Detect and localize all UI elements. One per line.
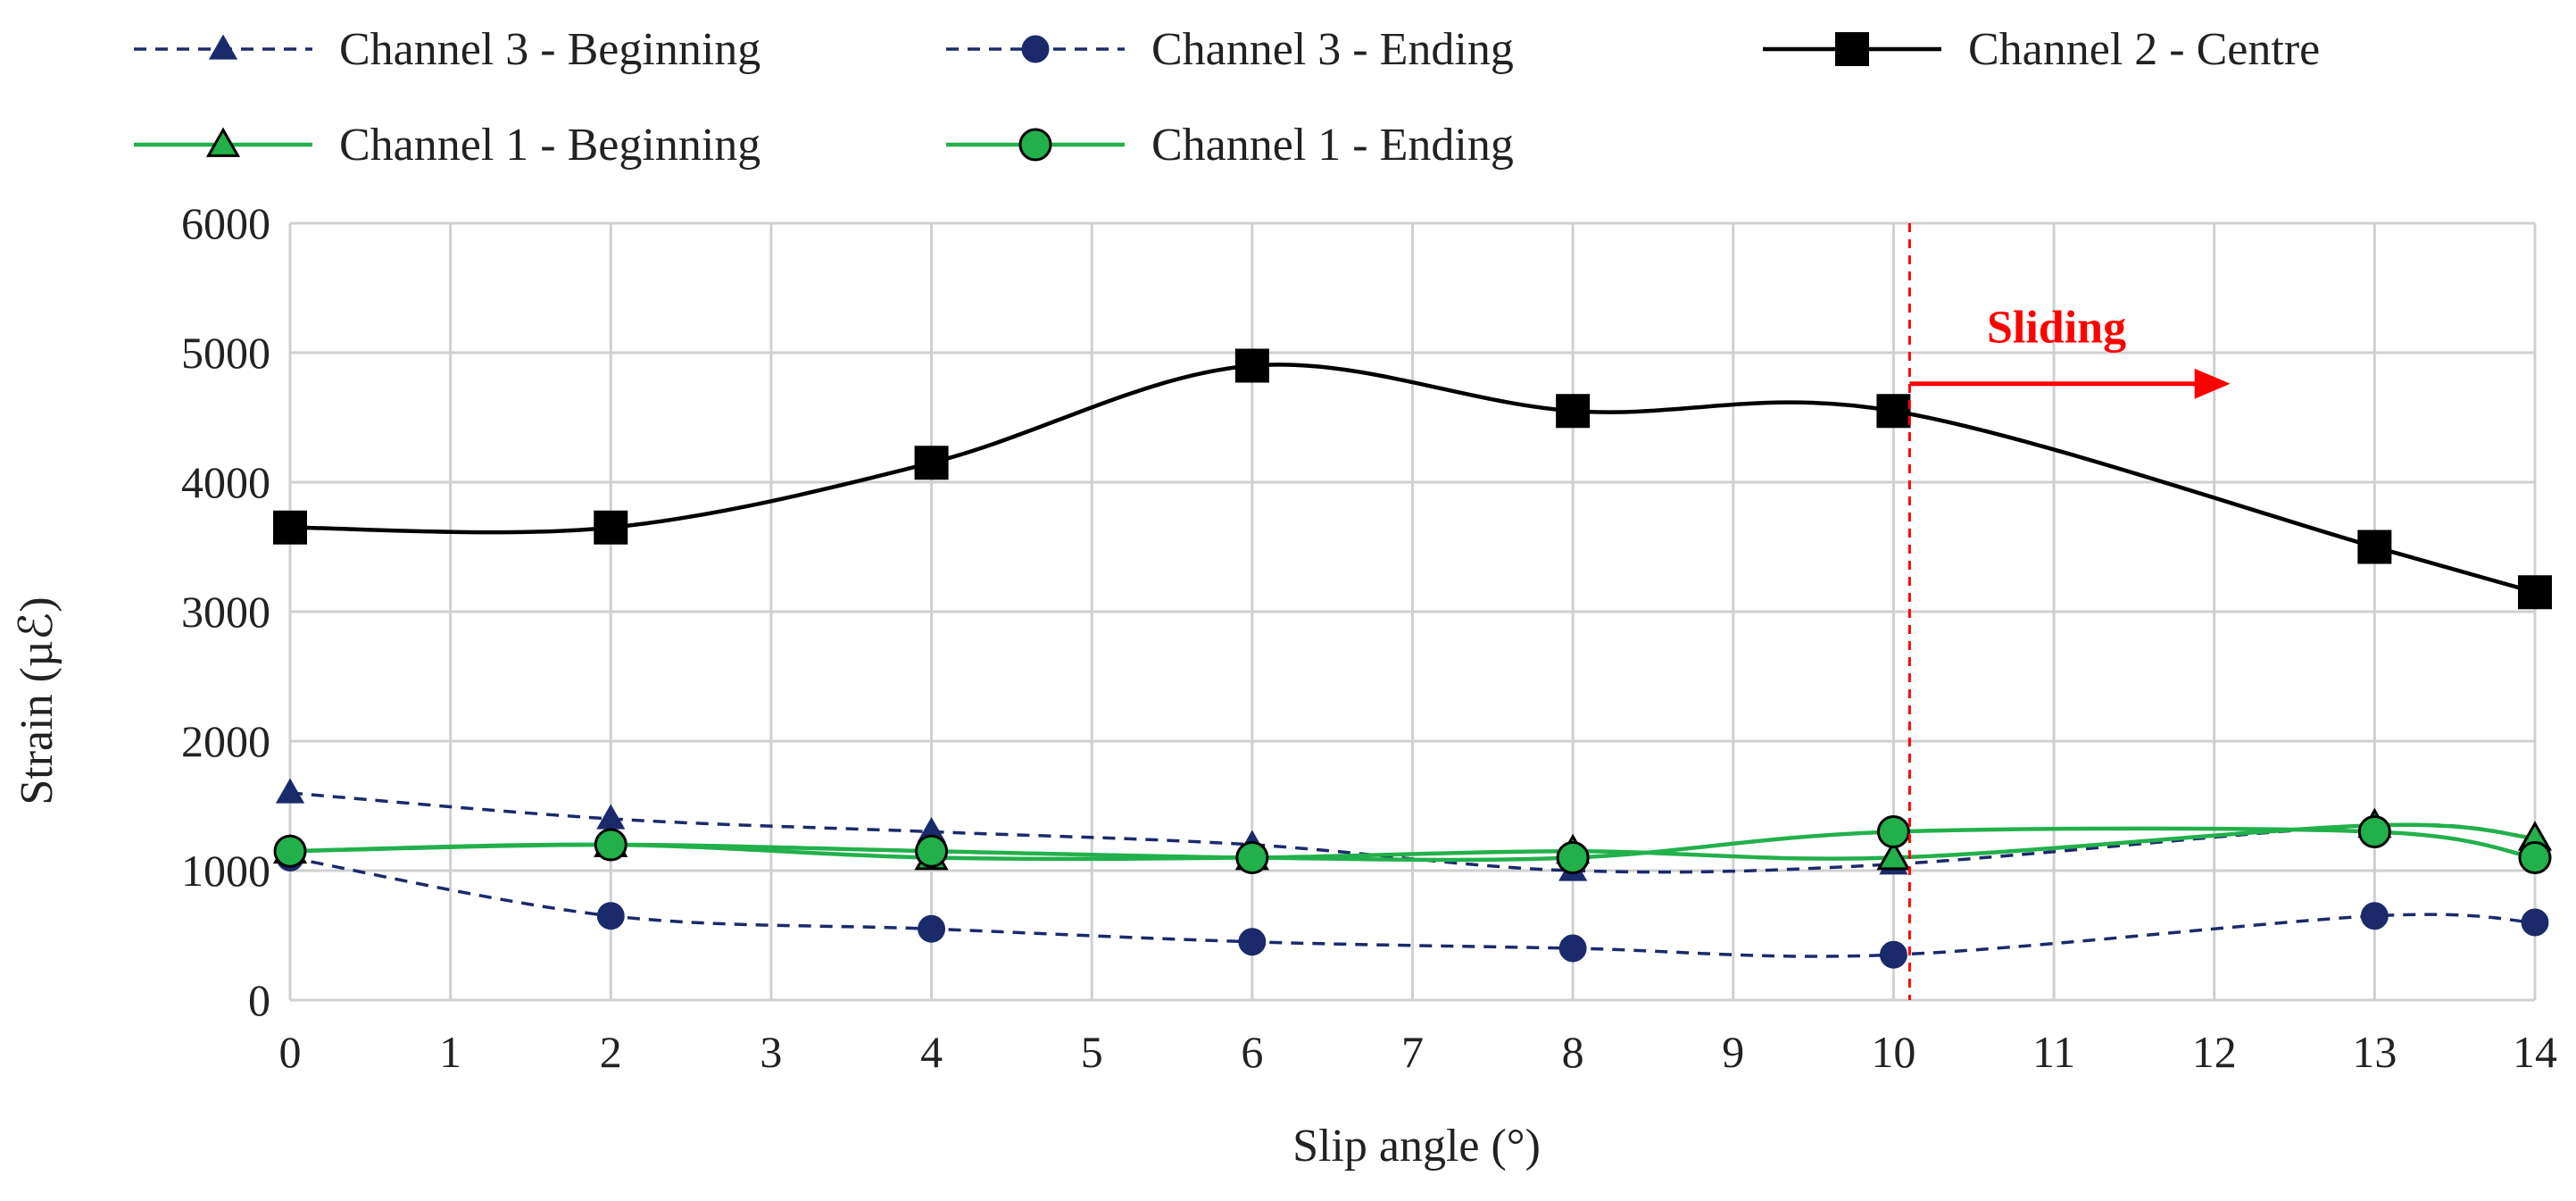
x-tick-label: 0 bbox=[279, 1027, 302, 1077]
legend-item: Channel 1 - Beginning bbox=[134, 120, 760, 171]
data-point bbox=[2521, 908, 2549, 937]
y-tick-label: 2000 bbox=[181, 716, 270, 766]
y-tick-label: 4000 bbox=[181, 457, 270, 507]
data-point bbox=[1238, 928, 1267, 956]
legend-marker bbox=[1018, 128, 1052, 162]
x-tick-label: 7 bbox=[1401, 1027, 1424, 1077]
data-point bbox=[1235, 841, 1269, 874]
legend-item: Channel 2 - Centre bbox=[1763, 24, 2320, 75]
data-point bbox=[2518, 575, 2552, 610]
legend-item: Channel 1 - Ending bbox=[946, 120, 1514, 171]
legend-label: Channel 1 - Ending bbox=[1151, 120, 1514, 171]
sliding-label: Sliding bbox=[1987, 302, 2126, 353]
x-tick-label: 13 bbox=[2352, 1027, 2397, 1077]
x-axis-ticks: 0 1 2 3 4 5 6 7 8 9 10 11 12 13 14 bbox=[279, 1027, 2558, 1077]
legend-label: Channel 1 - Beginning bbox=[339, 120, 760, 171]
series-line bbox=[289, 826, 2536, 863]
data-point bbox=[2357, 530, 2392, 564]
series-line bbox=[289, 855, 2536, 958]
x-tick-label: 3 bbox=[760, 1027, 782, 1077]
series-channel-1-ending bbox=[273, 815, 2552, 874]
y-tick-label: 0 bbox=[248, 975, 270, 1025]
annotation-layer: Sliding bbox=[1907, 223, 2231, 1000]
data-point bbox=[594, 510, 628, 545]
legend-marker bbox=[208, 34, 238, 60]
x-tick-label: 11 bbox=[2032, 1027, 2075, 1077]
x-tick-label: 14 bbox=[2513, 1027, 2557, 1077]
sliding-arrow-head bbox=[2194, 368, 2231, 399]
y-axis-label: Strain (µℰ) bbox=[12, 596, 62, 805]
legend-item: Channel 3 - Ending bbox=[946, 24, 1514, 75]
y-tick-label: 1000 bbox=[181, 846, 270, 896]
data-point bbox=[1556, 841, 1590, 874]
legend-marker bbox=[205, 127, 241, 157]
legend-item: Channel 3 - Beginning bbox=[134, 24, 760, 75]
data-point bbox=[1879, 940, 1907, 969]
data-point bbox=[1234, 348, 1269, 383]
data-point bbox=[1556, 394, 1591, 429]
data-point bbox=[2357, 815, 2391, 848]
legend: Channel 3 - Beginning Channel 3 - Ending C… bbox=[134, 24, 2320, 171]
x-tick-label: 12 bbox=[2192, 1027, 2237, 1077]
series-channel-2-centre bbox=[273, 348, 2552, 610]
x-tick-label: 2 bbox=[600, 1027, 622, 1077]
x-axis-label: Slip angle (°) bbox=[1292, 1121, 1541, 1172]
series-line bbox=[289, 363, 2536, 595]
data-point bbox=[918, 914, 946, 943]
data-point bbox=[273, 834, 307, 868]
legend-marker bbox=[1835, 32, 1869, 66]
x-tick-label: 9 bbox=[1722, 1027, 1744, 1077]
data-point bbox=[594, 828, 627, 862]
series-layer bbox=[272, 348, 2553, 969]
y-tick-label: 5000 bbox=[181, 328, 270, 378]
legend-label: Channel 3 - Beginning bbox=[339, 24, 760, 75]
y-axis-ticks: 0 1000 2000 3000 4000 5000 6000 bbox=[181, 198, 270, 1025]
legend-label: Channel 3 - Ending bbox=[1151, 24, 1514, 75]
x-tick-label: 10 bbox=[1871, 1027, 1915, 1077]
data-point bbox=[2518, 841, 2552, 874]
data-point bbox=[273, 510, 307, 545]
data-point bbox=[1876, 394, 1911, 429]
grid bbox=[288, 221, 2537, 1002]
x-tick-label: 1 bbox=[439, 1027, 461, 1077]
data-point bbox=[914, 446, 949, 480]
data-point bbox=[915, 834, 949, 868]
data-point bbox=[1876, 815, 1910, 848]
legend-marker bbox=[1021, 35, 1050, 63]
data-point bbox=[275, 778, 305, 804]
x-tick-label: 4 bbox=[920, 1027, 943, 1077]
data-point bbox=[1876, 839, 1911, 871]
data-point bbox=[596, 902, 625, 930]
legend-label: Channel 2 - Centre bbox=[1968, 24, 2320, 75]
y-tick-label: 3000 bbox=[181, 587, 270, 637]
data-point bbox=[1558, 934, 1587, 963]
x-tick-label: 5 bbox=[1081, 1027, 1103, 1077]
y-tick-label: 6000 bbox=[181, 198, 270, 248]
data-point bbox=[2360, 902, 2389, 930]
x-tick-label: 8 bbox=[1562, 1027, 1584, 1077]
data-point bbox=[596, 804, 626, 830]
x-tick-label: 6 bbox=[1241, 1027, 1263, 1077]
